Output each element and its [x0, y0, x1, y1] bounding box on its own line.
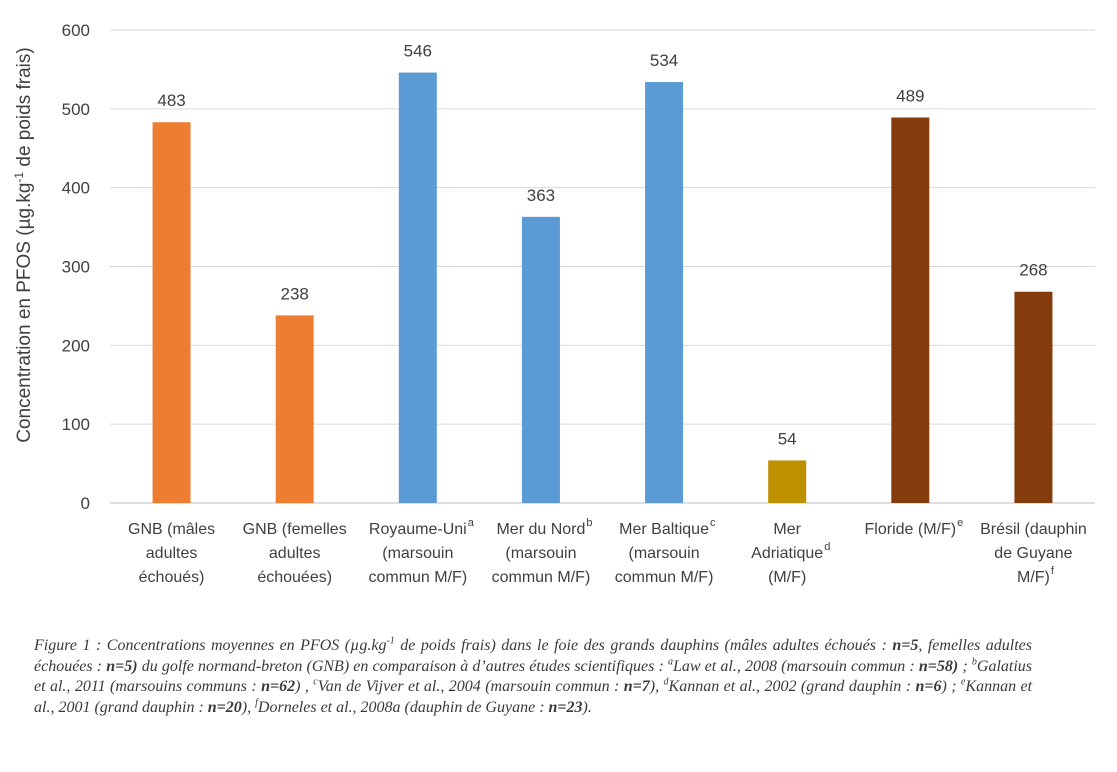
bar — [521, 216, 560, 503]
x-category-label: Brésil (dauphin de Guyane M/F) — [980, 521, 1087, 586]
bar — [645, 82, 684, 503]
bar — [768, 460, 807, 503]
bar — [1014, 291, 1053, 503]
category-footnote-marker: d — [824, 541, 830, 553]
category-footnote-marker: b — [586, 517, 592, 529]
data-label: 546 — [404, 42, 432, 61]
bar — [891, 117, 930, 503]
y-tick-label: 0 — [81, 494, 90, 513]
x-category-label: GNB (femelles adultes échouées) — [243, 521, 347, 586]
y-axis-title: Concentration en PFOS (µg.kg-1 de poids … — [12, 47, 35, 442]
data-label: 489 — [896, 87, 924, 106]
x-category-label: Mer du Nord (marsouin commun M/F) — [492, 521, 591, 586]
category-labels: GNB (mâles adultes échoués) GNB (femelles ad… — [128, 517, 1087, 586]
x-category-label: Royaume-Uni (marsouin commun M/F) — [368, 521, 467, 586]
category-footnote-marker: c — [710, 517, 716, 529]
x-category-label: Mer Baltique (marsouin commun M/F) — [615, 521, 714, 586]
bar — [152, 122, 191, 504]
bar — [398, 72, 437, 503]
y-tick-label: 300 — [62, 258, 90, 277]
bar — [275, 315, 314, 503]
category-footnote-marker: e — [957, 517, 963, 529]
category-footnote-marker: a — [468, 517, 475, 529]
y-axis-ticks: 0 100 200 300 400 500 600 — [62, 21, 90, 513]
y-tick-label: 200 — [62, 336, 90, 355]
data-label: 268 — [1019, 261, 1047, 280]
y-tick-label: 100 — [62, 415, 90, 434]
y-tick-label: 500 — [62, 100, 90, 119]
data-label: 238 — [281, 284, 309, 303]
data-label: 54 — [778, 429, 797, 448]
x-category-label: GNB (mâles adultes échoués) — [128, 521, 215, 586]
x-category-label: Floride (M/F) — [865, 521, 957, 538]
y-tick-label: 400 — [62, 179, 90, 198]
data-label: 483 — [157, 91, 185, 110]
data-label: 363 — [527, 186, 555, 205]
bar-chart: 0 100 200 300 400 500 600 483 238 546 363 534 54 489… — [12, 21, 1095, 586]
bars — [152, 72, 1053, 504]
x-category-label: Mer Adriatique (M/F) — [751, 521, 823, 586]
data-label: 534 — [650, 51, 678, 70]
figure-caption: Figure 1 : Concentrations moyennes en PF… — [34, 635, 1033, 716]
category-footnote-marker: f — [1051, 565, 1055, 577]
gridlines — [110, 29, 1095, 504]
y-tick-label: 600 — [62, 21, 90, 40]
data-labels: 483 238 546 363 534 54 489 268 — [157, 42, 1047, 449]
